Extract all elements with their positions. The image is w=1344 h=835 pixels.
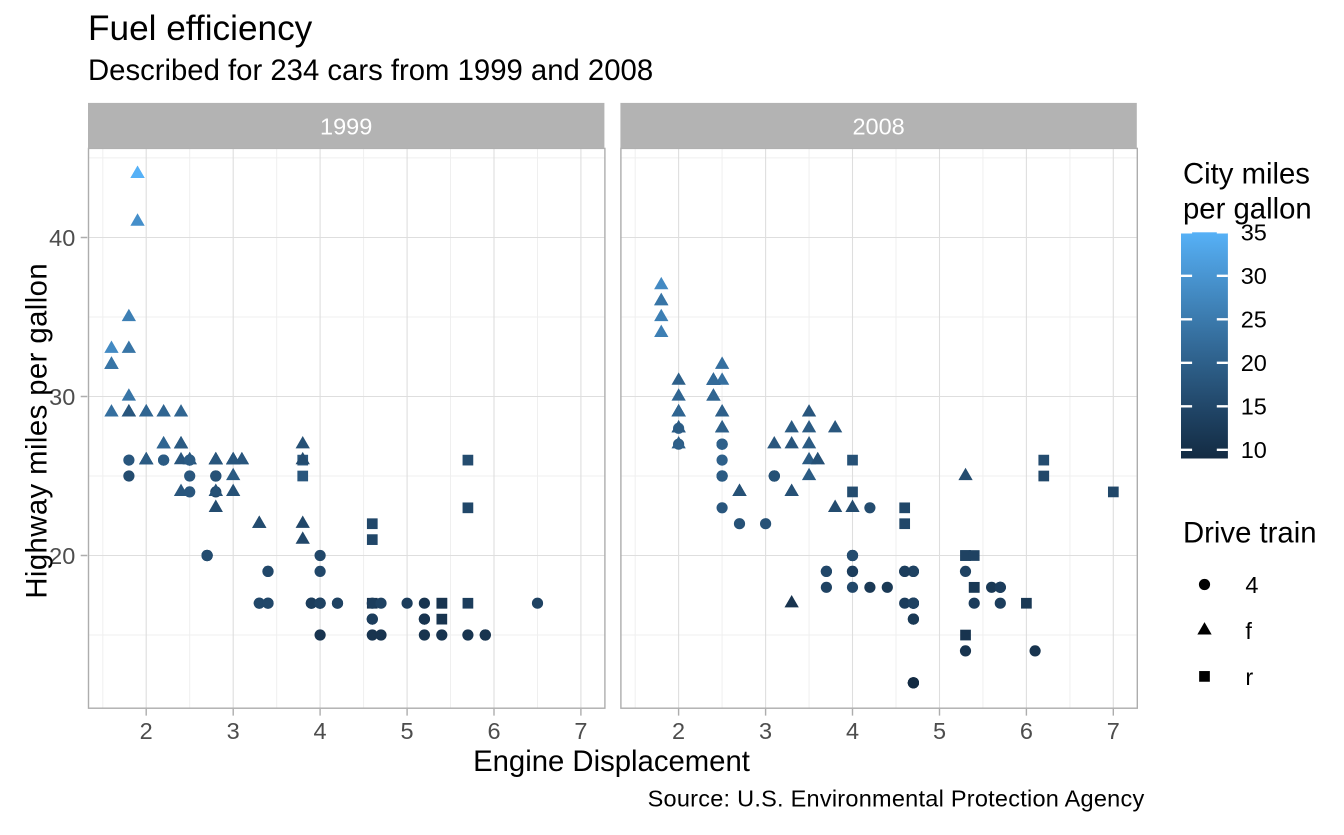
- svg-text:5: 5: [933, 718, 946, 744]
- svg-text:Drive train: Drive train: [1183, 517, 1317, 550]
- svg-text:per gallon: per gallon: [1183, 193, 1312, 226]
- svg-text:15: 15: [1241, 394, 1267, 420]
- svg-text:30: 30: [49, 384, 75, 410]
- svg-text:f: f: [1245, 618, 1252, 644]
- svg-text:4: 4: [846, 718, 859, 744]
- svg-text:7: 7: [574, 718, 587, 744]
- svg-text:Fuel efficiency: Fuel efficiency: [88, 9, 313, 48]
- svg-text:3: 3: [759, 718, 772, 744]
- svg-text:Engine Displacement: Engine Displacement: [473, 745, 750, 778]
- svg-text:7: 7: [1107, 718, 1120, 744]
- svg-text:2: 2: [672, 718, 685, 744]
- svg-text:r: r: [1245, 664, 1253, 690]
- svg-text:2: 2: [140, 718, 153, 744]
- svg-text:2008: 2008: [852, 113, 904, 139]
- svg-text:5: 5: [401, 718, 414, 744]
- svg-text:3: 3: [227, 718, 240, 744]
- svg-text:20: 20: [49, 543, 75, 569]
- svg-text:20: 20: [1241, 350, 1267, 376]
- svg-text:30: 30: [1241, 263, 1267, 289]
- svg-text:10: 10: [1241, 437, 1267, 463]
- svg-text:40: 40: [49, 225, 75, 251]
- svg-text:6: 6: [1020, 718, 1033, 744]
- svg-text:4: 4: [1245, 572, 1258, 598]
- svg-text:25: 25: [1241, 307, 1267, 333]
- svg-text:1999: 1999: [320, 113, 372, 139]
- svg-text:4: 4: [314, 718, 327, 744]
- svg-text:Highway miles per gallon: Highway miles per gallon: [21, 263, 54, 599]
- svg-text:City miles: City miles: [1183, 157, 1310, 190]
- svg-text:Source: U.S. Environmental Pro: Source: U.S. Environmental Protection Ag…: [648, 786, 1145, 812]
- svg-text:6: 6: [487, 718, 500, 744]
- svg-text:35: 35: [1241, 220, 1267, 246]
- svg-text:Described for 234 cars from 19: Described for 234 cars from 1999 and 200…: [88, 54, 653, 87]
